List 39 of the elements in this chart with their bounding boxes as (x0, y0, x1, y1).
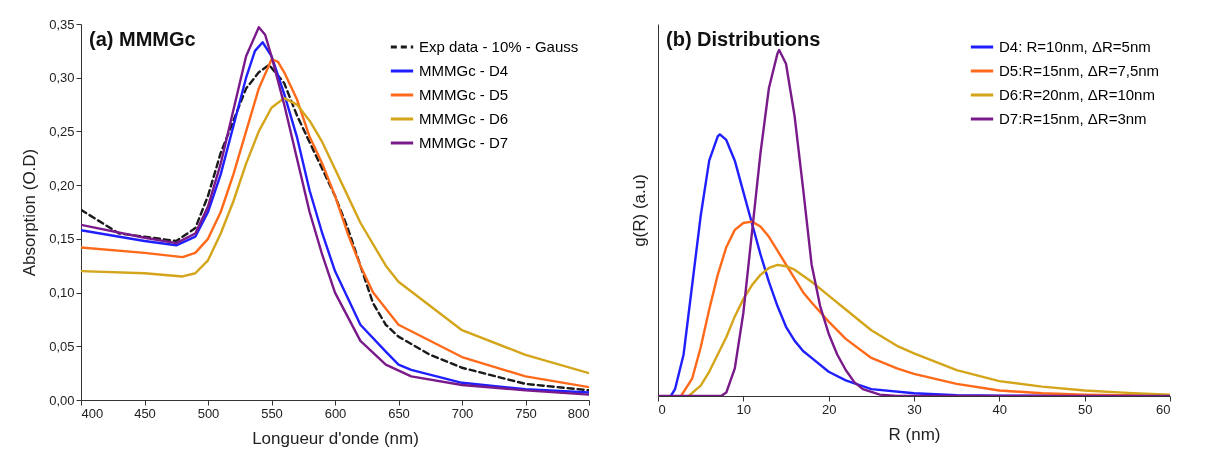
x-tick-label: 20 (821, 401, 837, 417)
x-tick-label: 30 (907, 401, 922, 417)
legend-label: D6:R=20nm, ΔR=10nm (999, 86, 1155, 103)
y-tick-label: 0,30 (49, 70, 75, 86)
x-tick-label: 550 (261, 405, 283, 421)
x-tick-label: 500 (197, 405, 220, 421)
y-tick-label: 0,10 (49, 285, 75, 301)
legend-label: D4: R=10nm, ΔR=5nm (999, 38, 1151, 55)
y-tick-label: 0,25 (49, 123, 75, 139)
legend-label: MMMGc - D4 (419, 62, 509, 79)
x-tick-label: 800 (567, 405, 590, 421)
x-tick-label: 60 (1156, 401, 1171, 417)
y-tick-label: 0,20 (49, 177, 75, 193)
x-tick-label: 0 (658, 401, 666, 417)
legend-label: D7:R=15nm, ΔR=3nm (999, 110, 1147, 127)
y-tick-label: 0,00 (49, 392, 75, 408)
legend-label: MMMGc - D5 (419, 86, 509, 103)
chart-title: (a) MMMGc (89, 28, 196, 50)
x-tick-label: 40 (992, 401, 1008, 417)
x-tick-label: 450 (134, 405, 156, 421)
x-tick-label: 10 (736, 401, 752, 417)
y-tick-label: 0,15 (49, 231, 75, 247)
y-tick-label: 0,35 (49, 16, 75, 32)
x-tick-label: 700 (451, 405, 474, 421)
x-tick-label: 650 (388, 405, 410, 421)
x-tick-label: 750 (515, 405, 537, 421)
legend-label: MMMGc - D6 (419, 110, 509, 127)
x-tick-label: 400 (81, 405, 104, 421)
y-axis-title: g(R) (a.u) (629, 174, 649, 247)
chart-title: (b) Distributions (666, 28, 821, 50)
legend-label: Exp data - 10% - Gauss (419, 38, 579, 55)
x-tick-label: 600 (324, 405, 347, 421)
legend-label: MMMGc - D7 (419, 134, 509, 151)
y-tick-label: 0,05 (49, 338, 75, 354)
x-tick-label: 50 (1077, 401, 1093, 417)
y-axis-title: Absorption (O.D) (20, 148, 40, 277)
legend-label: D5:R=15nm, ΔR=7,5nm (999, 62, 1160, 79)
x-axis-title: R (nm) (888, 424, 941, 444)
x-axis-title: Longueur d'onde (nm) (252, 428, 419, 448)
